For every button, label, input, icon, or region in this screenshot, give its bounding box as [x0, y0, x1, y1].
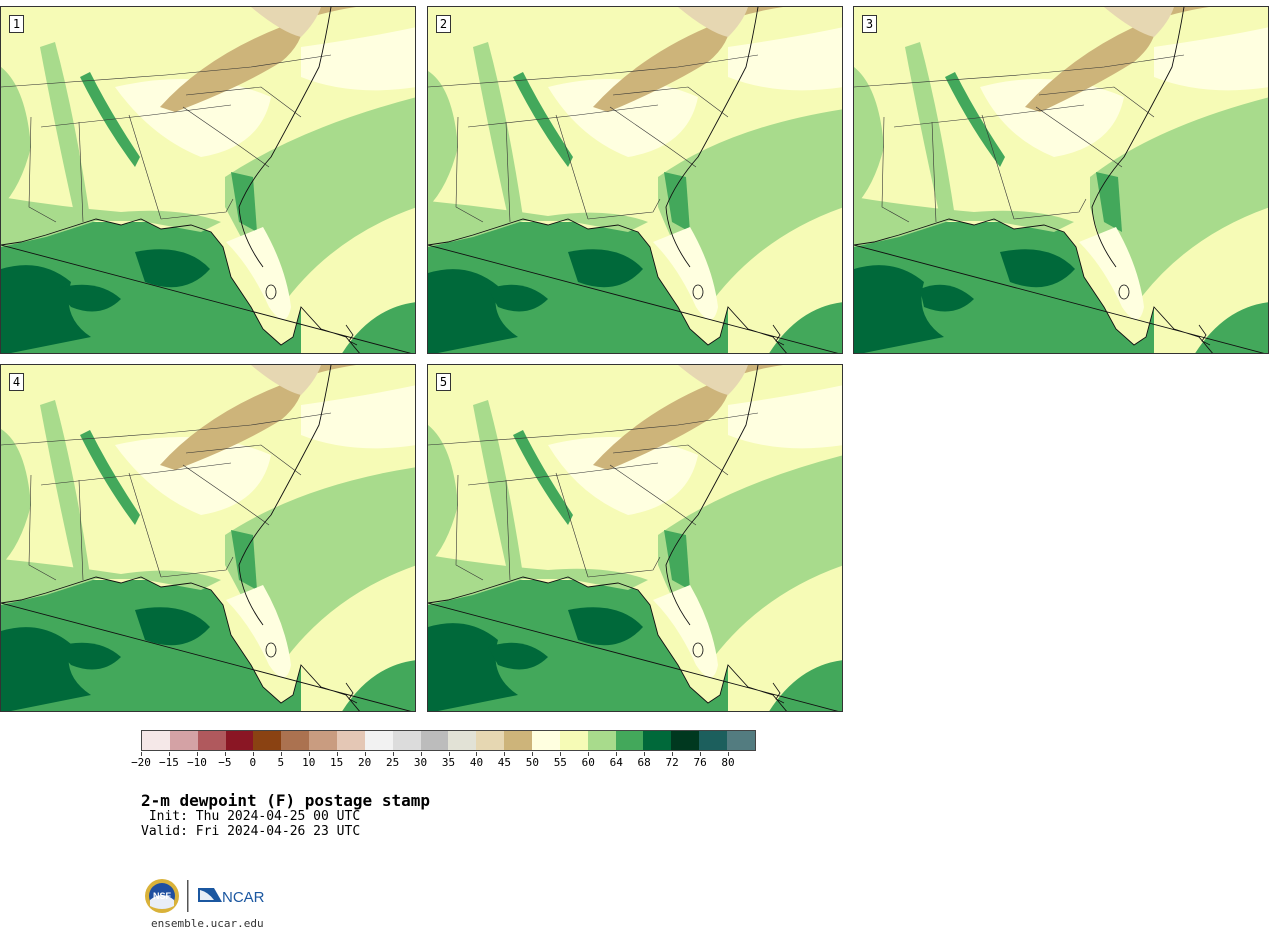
- member-label-4: 4: [9, 373, 24, 391]
- colorbar-tick-label: −15: [159, 756, 179, 769]
- colorbar-tick-label: 30: [413, 756, 428, 769]
- member-label-1: 1: [9, 15, 24, 33]
- colorbar-swatch: [197, 731, 226, 750]
- colorbar-tick-label: 0: [249, 756, 257, 769]
- colorbar-swatch: [727, 731, 755, 750]
- colorbar-tick-mark: [532, 752, 534, 756]
- colorbar-tick-mark: [364, 752, 366, 756]
- colorbar-tick-mark: [728, 752, 730, 756]
- colorbar-ticks: −20 −15 −10 −5 0 5 10 15 20 25 30 35 40 45 50 55 60 64 68 7…: [131, 752, 756, 772]
- colorbar-swatch: [615, 731, 644, 750]
- ncar-logo-text: NCAR: [222, 889, 265, 906]
- colorbar-tick-label: 80: [721, 756, 735, 769]
- colorbar-tick-mark: [420, 752, 422, 756]
- colorbar-tick-mark: [392, 752, 394, 756]
- colorbar-tick-mark: [644, 752, 646, 756]
- dewpoint-map-3: [854, 7, 1268, 353]
- colorbar-tick-label: −5: [218, 756, 232, 769]
- stamp-panel-1: 1: [0, 6, 416, 354]
- nsf-logo-text: NSF: [153, 891, 172, 901]
- colorbar-tick-mark: [672, 752, 674, 756]
- colorbar-tick-mark: [504, 752, 506, 756]
- stamp-panel-3: 3: [853, 6, 1269, 354]
- member-label-5: 5: [436, 373, 451, 391]
- colorbar-tick-mark: [476, 752, 478, 756]
- colorbar-tick-mark: [252, 752, 254, 756]
- site-url: ensemble.ucar.edu: [151, 917, 264, 930]
- page-title: 2-m dewpoint (F) postage stamp: [141, 791, 430, 810]
- member-label-2: 2: [436, 15, 451, 33]
- colorbar-tick-label: 5: [277, 756, 285, 769]
- dewpoint-colorbar: [141, 730, 756, 751]
- colorbar-tick-label: −20: [131, 756, 151, 769]
- colorbar-swatch: [559, 731, 588, 750]
- colorbar-swatch: [671, 731, 700, 750]
- colorbar-swatch: [364, 731, 393, 750]
- colorbar-swatch: [142, 731, 170, 750]
- colorbar-swatch: [420, 731, 449, 750]
- colorbar-tick-mark: [196, 752, 198, 756]
- valid-time: Valid: Fri 2024-04-26 23 UTC: [141, 824, 361, 839]
- colorbar-tick-label: 40: [469, 756, 484, 769]
- colorbar-tick-mark: [308, 752, 310, 756]
- dewpoint-map-2: [428, 7, 842, 353]
- stamp-panel-4: 4: [0, 364, 416, 712]
- colorbar-tick-label: 72: [665, 756, 679, 769]
- colorbar-tick-label: 45: [497, 756, 512, 769]
- colorbar-tick-mark: [588, 752, 590, 756]
- dewpoint-map-5: [428, 365, 842, 711]
- colorbar-tick-label: 20: [358, 756, 372, 769]
- init-time: Init: Thu 2024-04-25 00 UTC: [141, 809, 361, 824]
- nsf-logo-icon: NSF: [145, 879, 179, 913]
- colorbar-swatch: [476, 731, 505, 750]
- colorbar-tick-mark: [224, 752, 226, 756]
- colorbar-tick-label: 55: [553, 756, 567, 769]
- colorbar-tick-label: 76: [693, 756, 707, 769]
- sponsor-logos: NSF NCAR: [144, 876, 276, 916]
- colorbar-tick-mark: [616, 752, 618, 756]
- colorbar-swatch: [532, 731, 560, 750]
- dewpoint-map-1: [1, 7, 415, 353]
- colorbar-swatch: [504, 731, 533, 750]
- colorbar-swatch: [337, 731, 365, 750]
- dewpoint-map-4: [1, 365, 415, 711]
- colorbar-tick-label: 60: [581, 756, 595, 769]
- colorbar-swatch: [253, 731, 282, 750]
- colorbar-swatch: [643, 731, 672, 750]
- colorbar-tick-label: 10: [302, 756, 316, 769]
- colorbar-swatch: [309, 731, 338, 750]
- colorbar-swatch: [225, 731, 254, 750]
- colorbar-swatch: [587, 731, 616, 750]
- colorbar-tick-mark: [280, 752, 282, 756]
- ncar-logo-icon: NCAR: [198, 888, 265, 906]
- stamp-panel-2: 2: [427, 6, 843, 354]
- colorbar-tick-label: 15: [330, 756, 344, 769]
- colorbar-tick-mark: [700, 752, 702, 756]
- stamp-panel-5: 5: [427, 364, 843, 712]
- colorbar-tick-label: 68: [637, 756, 651, 769]
- colorbar-swatch: [448, 731, 477, 750]
- colorbar-swatch: [281, 731, 310, 750]
- colorbar-tick-mark: [168, 752, 170, 756]
- colorbar-tick-label: 35: [441, 756, 456, 769]
- colorbar-tick-label: −10: [186, 756, 207, 769]
- colorbar-tick-mark: [448, 752, 450, 756]
- colorbar-swatch: [169, 731, 198, 750]
- colorbar-tick-label: 50: [525, 756, 539, 769]
- colorbar-tick-label: 25: [385, 756, 400, 769]
- colorbar-tick-mark: [336, 752, 338, 756]
- colorbar-tick-mark: [560, 752, 562, 756]
- colorbar-swatch: [392, 731, 421, 750]
- member-label-3: 3: [862, 15, 877, 33]
- colorbar-tick-label: 64: [609, 756, 623, 769]
- colorbar-swatch: [699, 731, 728, 750]
- colorbar-tick-mark: [141, 752, 142, 756]
